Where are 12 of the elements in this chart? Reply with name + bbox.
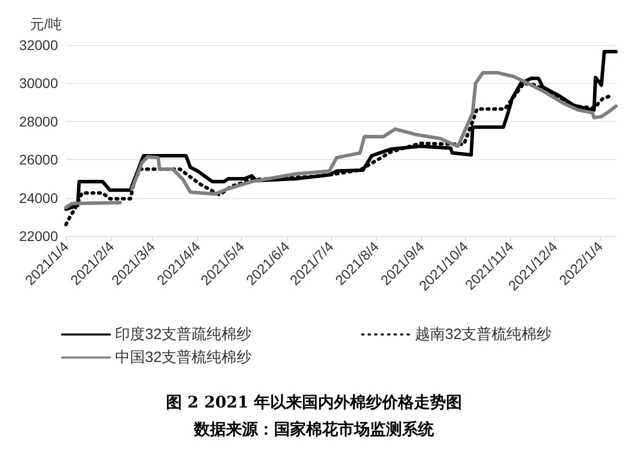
legend-label: 中国32支普梳纯棉纱 xyxy=(115,349,252,366)
y-tick-label: 24000 xyxy=(19,190,58,206)
y-tick-label: 28000 xyxy=(19,113,58,130)
legend-label: 印度32支普疏纯棉纱 xyxy=(115,326,252,343)
legend-label: 越南32支普梳纯棉纱 xyxy=(415,326,552,343)
y-tick-label: 22000 xyxy=(19,228,58,244)
y-tick-label: 32000 xyxy=(19,37,58,53)
source-note: 数据来源：国家棉花市场监测系统 xyxy=(193,420,435,438)
text: 图 2 2021 年以来国内外棉纱价格走势图 xyxy=(166,392,462,412)
y-tick-label: 26000 xyxy=(19,152,58,168)
y-tick-label: 30000 xyxy=(19,75,58,92)
y-axis-title: 元/吨 xyxy=(30,16,62,32)
